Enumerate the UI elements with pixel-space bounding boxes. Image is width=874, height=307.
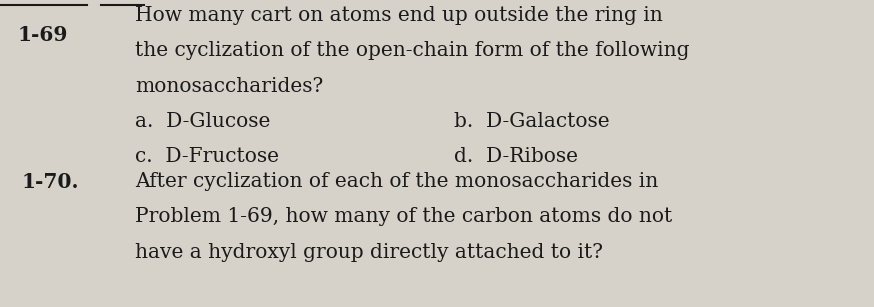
Text: monosaccharides?: monosaccharides? [135, 77, 323, 96]
Text: the cyclization of the open-chain form of the following: the cyclization of the open-chain form o… [135, 41, 690, 60]
Text: How many cart on atoms end up outside the ring in: How many cart on atoms end up outside th… [135, 6, 663, 25]
Text: After cyclization of each of the monosaccharides in: After cyclization of each of the monosac… [135, 172, 659, 191]
Text: c.  D-Fructose: c. D-Fructose [135, 147, 280, 166]
Text: 1-70.: 1-70. [22, 172, 80, 192]
Text: have a hydroxyl group directly attached to it?: have a hydroxyl group directly attached … [135, 243, 603, 262]
Text: b.  D-Galactose: b. D-Galactose [454, 112, 610, 131]
Text: a.  D-Glucose: a. D-Glucose [135, 112, 271, 131]
Text: 1-69: 1-69 [17, 25, 68, 45]
Text: d.  D-Ribose: d. D-Ribose [454, 147, 579, 166]
Text: Problem 1-69, how many of the carbon atoms do not: Problem 1-69, how many of the carbon ato… [135, 207, 673, 226]
